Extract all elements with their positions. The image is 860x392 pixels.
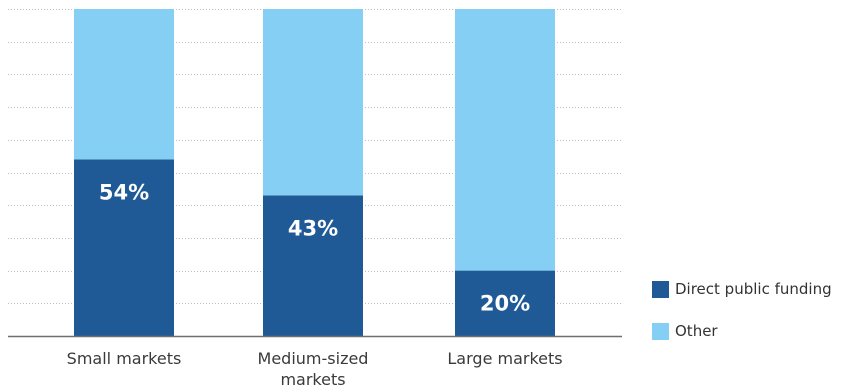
legend-swatch-direct-public-funding bbox=[652, 280, 669, 298]
legend-label-other: Other bbox=[675, 322, 718, 340]
data-label: 43% bbox=[288, 216, 338, 240]
x-tick-label: Large markets bbox=[447, 349, 562, 368]
bar-other bbox=[455, 9, 555, 271]
data-label: 20% bbox=[480, 292, 530, 316]
bar-direct-public-funding bbox=[455, 270, 555, 336]
bar-other bbox=[74, 9, 174, 160]
legend-item-direct-public-funding: Direct public funding bbox=[652, 278, 832, 300]
x-tick-label: Small markets bbox=[67, 349, 182, 368]
x-tick-label: Medium-sized markets bbox=[258, 349, 369, 389]
bar-direct-public-funding bbox=[263, 195, 363, 336]
bar-direct-public-funding bbox=[74, 159, 174, 336]
legend-label-direct-public-funding: Direct public funding bbox=[675, 280, 832, 298]
legend: Direct public funding Other bbox=[652, 278, 832, 362]
legend-item-other: Other bbox=[652, 320, 832, 342]
data-label: 54% bbox=[99, 180, 149, 204]
bar-other bbox=[263, 9, 363, 196]
legend-swatch-other bbox=[652, 322, 669, 340]
